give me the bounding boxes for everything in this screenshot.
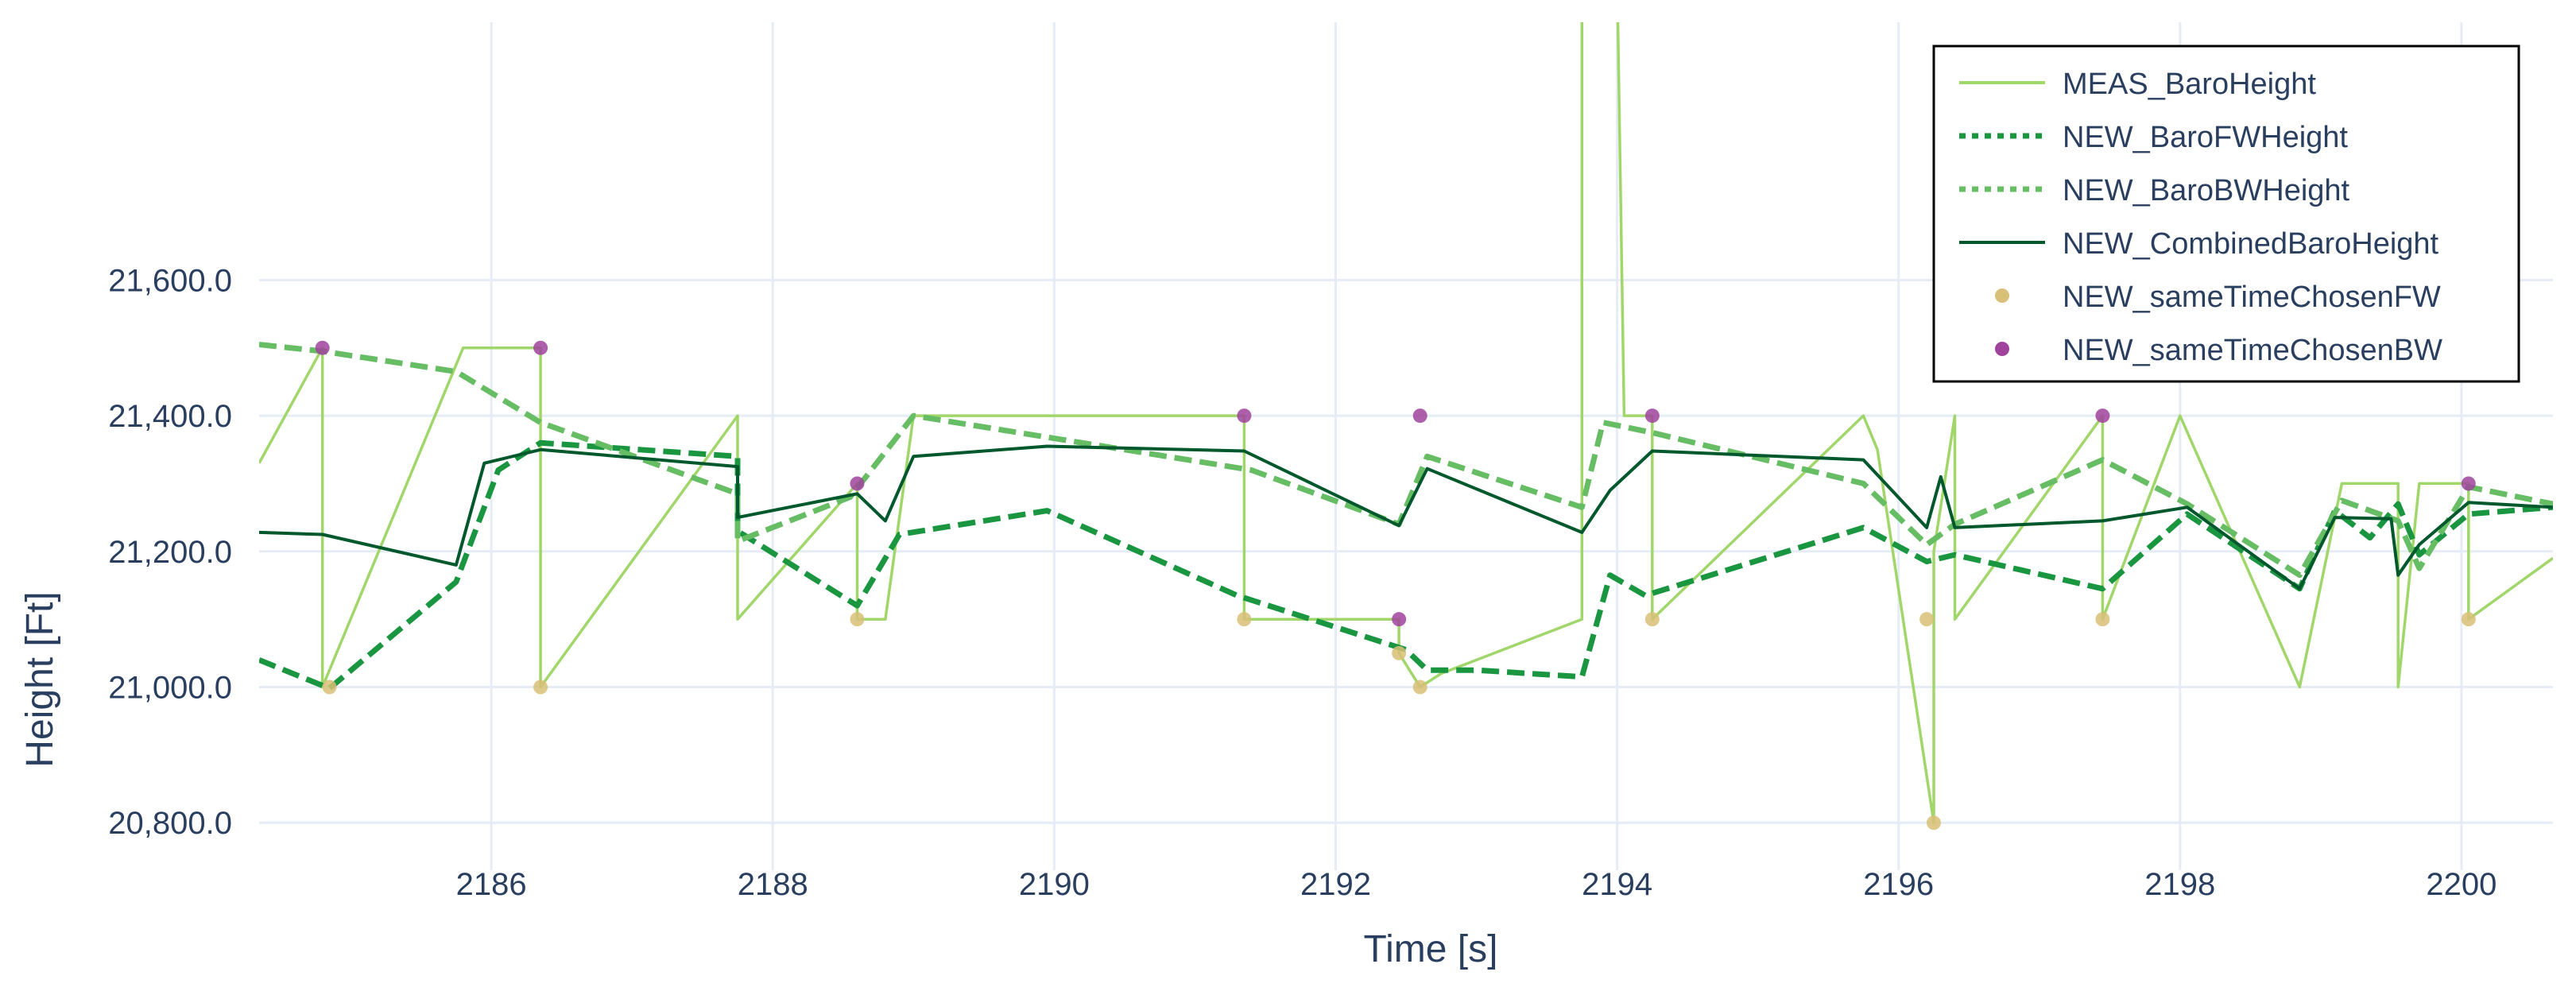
series-marker-5 [1237,408,1252,424]
series-marker-4 [533,679,548,695]
legend-item[interactable]: NEW_CombinedBaroHeight [1959,227,2439,261]
series-line-0 [259,22,2553,824]
series-marker-5 [2461,476,2476,491]
y-tick-label: 21,600.0 [108,263,232,298]
legend-item[interactable]: NEW_sameTimeChosenFW [1995,281,2441,314]
legend-label: NEW_sameTimeChosenFW [2063,281,2441,314]
x-axis-title: Time [s] [1364,928,1498,970]
y-tick-label: 21,400.0 [108,399,232,434]
plot-area [259,22,2553,830]
series-marker-4 [1237,612,1252,627]
x-tick-label: 2186 [456,867,527,902]
legend-item[interactable]: NEW_BaroFWHeight [1959,121,2348,154]
y-axis-title: Height [Ft] [19,591,61,767]
series-marker-4 [850,612,865,627]
series-marker-4 [1412,679,1427,695]
y-tick-label: 20,800.0 [108,806,232,841]
legend-label: NEW_CombinedBaroHeight [2063,227,2439,261]
legend-label: NEW_BaroBWHeight [2063,174,2350,207]
series-marker-5 [1392,612,1407,627]
series-marker-5 [1412,408,1427,424]
series-marker-4 [2095,612,2110,627]
x-tick-label: 2192 [1300,867,1371,902]
x-tick-label: 2196 [1863,867,1934,902]
legend-item[interactable]: NEW_BaroBWHeight [1959,174,2350,207]
legend-marker [1995,342,2009,356]
legend-item[interactable]: NEW_sameTimeChosenBW [1995,334,2442,367]
y-tick-label: 21,000.0 [108,671,232,706]
series-marker-4 [1919,612,1935,627]
legend-marker [1995,288,2009,303]
series-marker-4 [322,679,337,695]
legend-label: NEW_sameTimeChosenBW [2063,334,2442,367]
series-marker-4 [2461,612,2476,627]
series-line-2 [259,342,2553,579]
x-tick-label: 2190 [1019,867,1090,902]
x-tick-label: 2200 [2426,867,2497,902]
series-marker-4 [1392,645,1407,660]
x-tick-label: 2198 [2144,867,2215,902]
legend[interactable]: MEAS_BaroHeight NEW_BaroFWHeight NEW_BaroB… [1932,45,2520,383]
legend-label: NEW_BaroFWHeight [2063,121,2348,154]
y-tick-label: 21,200.0 [108,535,232,570]
x-tick-label: 2194 [1582,867,1652,902]
legend-label: MEAS_BaroHeight [2063,68,2316,101]
series-marker-5 [533,340,548,355]
series-marker-5 [850,476,865,491]
series-marker-5 [1644,408,1660,424]
legend-item[interactable]: MEAS_BaroHeight [1959,68,2316,101]
x-tick-label: 2188 [738,867,808,902]
series-marker-4 [1644,612,1660,627]
axis-ticks: 2186 2188 2190 2192 2194 2196 2198 2200 20,800.0… [108,263,2497,902]
series-marker-5 [2095,408,2110,424]
series-line-3 [259,444,2553,590]
series-marker-4 [1926,815,1941,830]
series-line-1 [259,439,2553,691]
legend-box [1932,45,2520,383]
series-marker-5 [315,340,330,355]
